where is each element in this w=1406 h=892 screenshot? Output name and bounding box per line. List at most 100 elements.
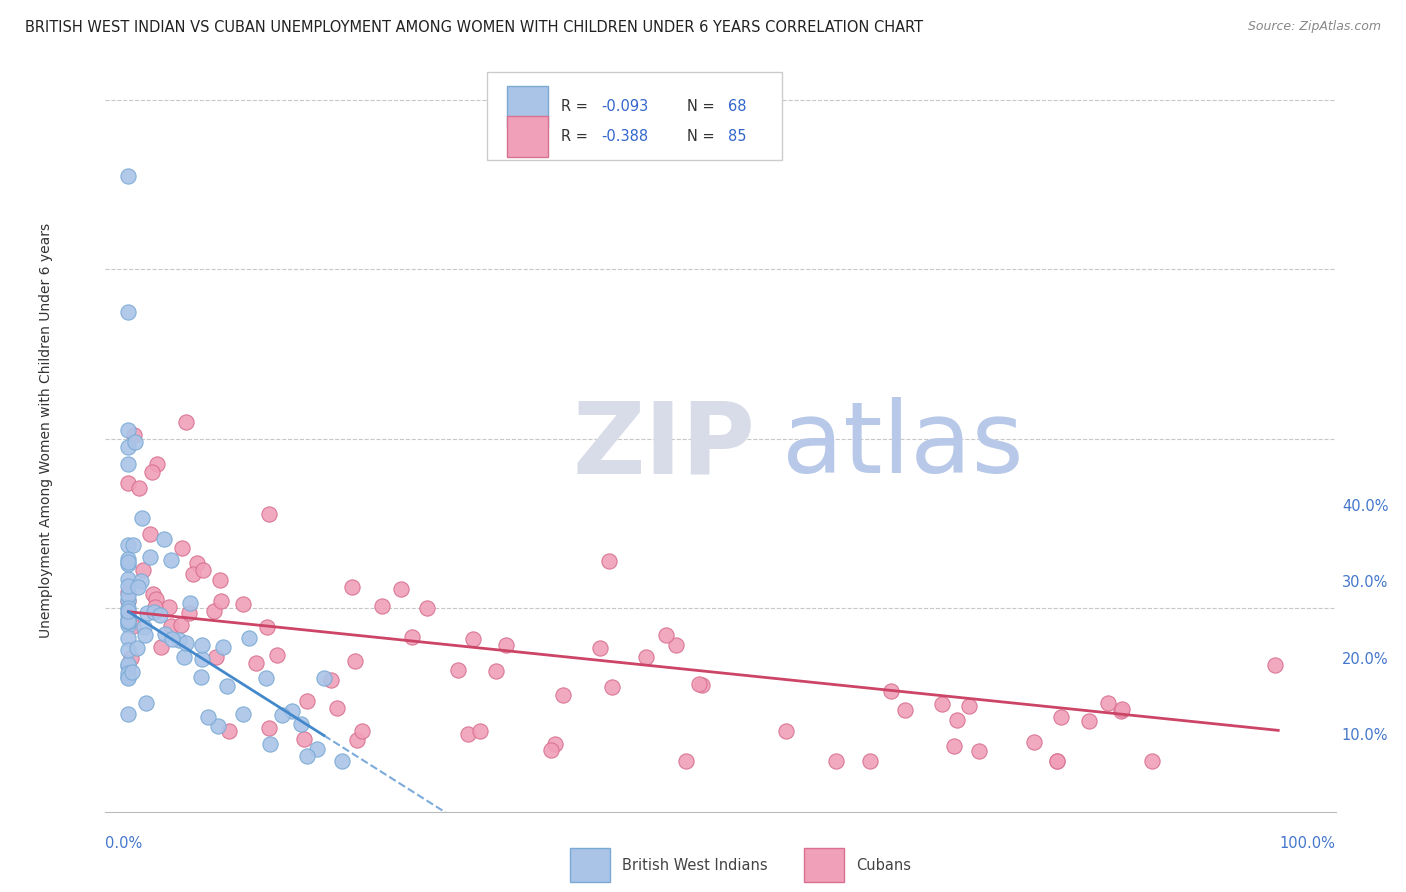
Point [122, 427, 145, 442]
Text: 20.0%: 20.0% [1341, 652, 1389, 666]
Point [160, 618, 183, 632]
Point [1264, 658, 1286, 673]
Point [238, 631, 260, 645]
Point [207, 719, 229, 733]
FancyBboxPatch shape [804, 848, 844, 882]
Text: ZIP: ZIP [574, 397, 756, 494]
Point [135, 607, 157, 621]
Text: R =: R = [561, 99, 592, 114]
Point [290, 716, 312, 731]
Point [143, 605, 166, 619]
Point [117, 600, 139, 615]
Text: R =: R = [561, 129, 592, 145]
Point [117, 657, 139, 671]
Point [946, 714, 969, 728]
Point [280, 704, 302, 718]
Text: BRITISH WEST INDIAN VS CUBAN UNEMPLOYMENT AMONG WOMEN WITH CHILDREN UNDER 6 YEAR: BRITISH WEST INDIAN VS CUBAN UNEMPLOYMEN… [25, 20, 924, 35]
Point [257, 507, 280, 521]
Point [117, 617, 139, 632]
Text: 100.0%: 100.0% [1279, 836, 1336, 851]
Text: N =: N = [688, 99, 720, 114]
Point [117, 614, 139, 628]
Point [117, 642, 139, 657]
Point [146, 457, 169, 471]
Point [401, 630, 423, 644]
Point [186, 556, 208, 570]
Point [174, 635, 197, 649]
Text: 10.0%: 10.0% [1341, 728, 1388, 743]
Point [117, 169, 139, 184]
Point [202, 604, 225, 618]
Point [461, 632, 484, 647]
Point [598, 554, 620, 568]
Point [352, 723, 374, 738]
Point [209, 593, 232, 607]
Point [174, 415, 197, 429]
Point [208, 573, 231, 587]
Point [148, 607, 170, 622]
Point [371, 599, 394, 613]
Point [160, 552, 183, 566]
Point [232, 707, 254, 722]
Text: -0.093: -0.093 [602, 99, 648, 114]
Point [540, 743, 562, 757]
Point [330, 754, 353, 768]
Point [245, 657, 267, 671]
Text: 0.0%: 0.0% [105, 836, 142, 851]
Text: 40.0%: 40.0% [1341, 500, 1388, 514]
Point [326, 701, 349, 715]
Point [153, 533, 176, 547]
Point [271, 707, 294, 722]
Point [117, 615, 139, 629]
Point [211, 640, 233, 654]
Point [167, 633, 190, 648]
Point [825, 754, 848, 768]
Point [150, 640, 173, 654]
Point [127, 580, 149, 594]
Point [121, 665, 143, 679]
Point [1142, 754, 1164, 768]
Point [117, 670, 139, 684]
Point [117, 304, 139, 318]
Point [177, 606, 200, 620]
Point [117, 572, 139, 586]
Point [1024, 735, 1046, 749]
Point [138, 549, 160, 564]
Point [1046, 754, 1069, 768]
Point [117, 612, 139, 626]
Text: Cubans: Cubans [856, 857, 911, 872]
Point [134, 628, 156, 642]
Point [969, 744, 991, 758]
Point [120, 651, 142, 665]
Point [544, 737, 567, 751]
Point [157, 599, 180, 614]
Point [1097, 696, 1119, 710]
Point [117, 589, 139, 603]
Point [495, 638, 517, 652]
Point [259, 737, 281, 751]
FancyBboxPatch shape [571, 848, 610, 882]
Point [655, 628, 678, 642]
Point [1111, 702, 1133, 716]
Point [117, 579, 139, 593]
Point [117, 441, 139, 455]
Point [132, 619, 155, 633]
Point [254, 672, 277, 686]
Point [117, 631, 139, 645]
Point [117, 538, 139, 552]
Point [553, 688, 575, 702]
Point [128, 481, 150, 495]
Text: Source: ZipAtlas.com: Source: ZipAtlas.com [1247, 20, 1381, 33]
Text: Unemployment Among Women with Children Under 6 years: Unemployment Among Women with Children U… [39, 223, 53, 638]
Point [343, 654, 366, 668]
Point [191, 638, 214, 652]
Text: atlas: atlas [782, 397, 1024, 494]
Text: British West Indians: British West Indians [623, 857, 768, 872]
Point [312, 671, 335, 685]
Point [179, 597, 201, 611]
Point [859, 754, 882, 768]
Point [117, 665, 139, 680]
Point [232, 597, 254, 611]
Point [675, 754, 697, 768]
Text: N =: N = [688, 129, 720, 145]
